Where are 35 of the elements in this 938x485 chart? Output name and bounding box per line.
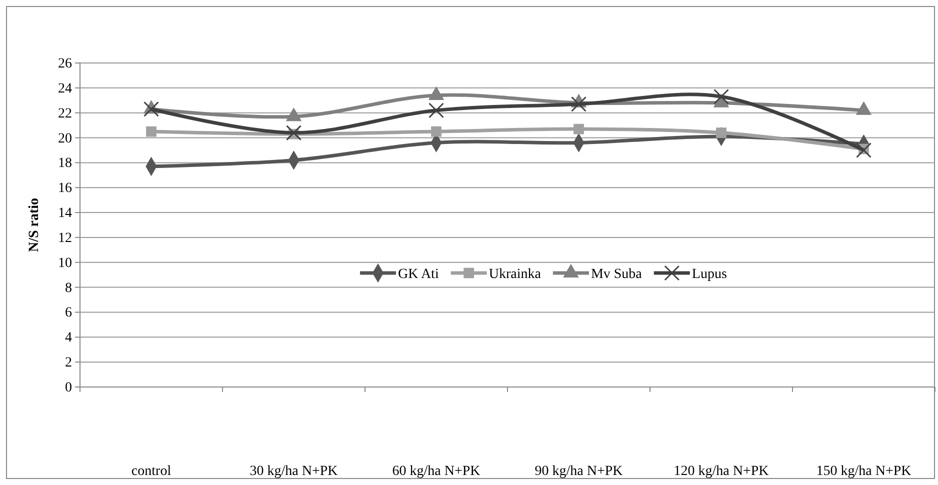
point: [286, 125, 302, 141]
y-tick-label: 0: [65, 380, 72, 396]
y-tick-label: 10: [58, 256, 72, 271]
y-tick-label: 24: [58, 81, 72, 96]
point: [716, 128, 726, 138]
y-tick-label: 2: [65, 356, 72, 371]
y-tick-label: 20: [58, 131, 72, 146]
point: [146, 126, 156, 137]
point: [571, 96, 586, 112]
point: [856, 142, 872, 158]
y-tick-label: 18: [58, 156, 72, 172]
point: [574, 124, 584, 134]
x-tick-label: 60 kg/ha N+PK: [392, 464, 480, 479]
x-tick-label: 120 kg/ha N+PK: [674, 464, 769, 479]
x-tick-label: control: [131, 464, 172, 479]
legend-label: GK Ati: [398, 267, 439, 282]
y-tick-label: 16: [58, 181, 72, 196]
y-tick-label: 4: [65, 330, 72, 346]
point: [428, 102, 444, 118]
y-tick-label: 6: [65, 306, 72, 321]
x-tick-label: 150 kg/ha N+PK: [816, 464, 912, 479]
x-tick-label: 30 kg/ha N+PK: [250, 464, 338, 479]
x-tick-label: 90 kg/ha N+PK: [534, 464, 623, 479]
y-tick-label: 14: [58, 206, 72, 222]
point: [431, 126, 442, 137]
legend-label: Ukrainka: [488, 267, 542, 282]
legend-label: Lupus: [692, 267, 727, 282]
y-axis-title: N/S ratio: [27, 198, 42, 252]
legend-label: Mv Suba: [590, 267, 643, 282]
y-tick-label: 12: [58, 230, 72, 246]
y-tick-label: 26: [58, 56, 72, 72]
y-tick-label: 8: [65, 280, 72, 296]
point: [144, 101, 159, 117]
y-tick-label: 22: [58, 106, 72, 122]
point: [714, 88, 729, 104]
